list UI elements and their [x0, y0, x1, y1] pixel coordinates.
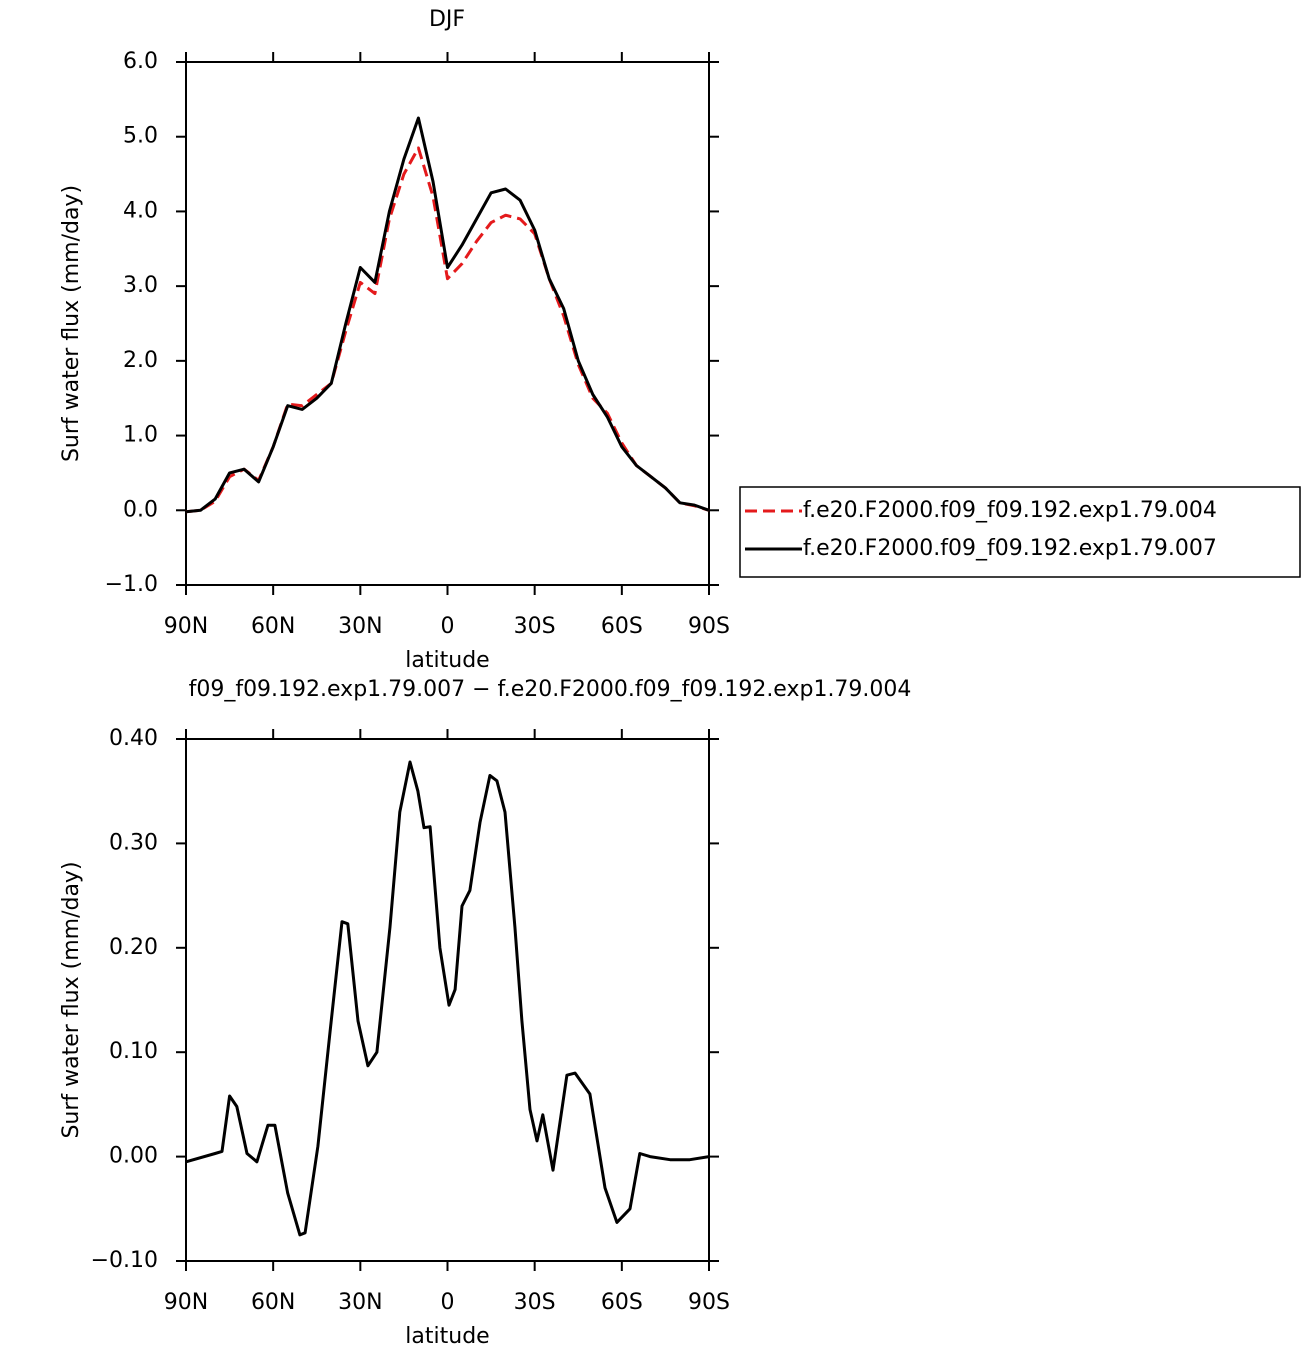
- x-tick-label: 30N: [338, 1290, 382, 1315]
- y-tick-label: 0.20: [109, 935, 158, 960]
- x-tick-label: 0: [441, 1290, 455, 1315]
- x-tick-label: 30N: [338, 614, 382, 639]
- y-tick-label: −0.10: [91, 1248, 158, 1273]
- data-line: [185, 116, 710, 514]
- y-tick-label: 6.0: [123, 49, 158, 74]
- y-axis-label: Surf water flux (mm/day): [59, 861, 84, 1138]
- y-tick-label: 0.00: [109, 1144, 158, 1169]
- x-tick-label: 90S: [688, 614, 730, 639]
- y-tick-label: 5.0: [123, 124, 158, 149]
- x-tick-label: 60S: [601, 614, 643, 639]
- x-axis-label: latitude: [405, 1324, 489, 1349]
- y-tick-label: 4.0: [123, 198, 158, 223]
- x-tick-label: 60N: [251, 1290, 295, 1315]
- y-tick-label: 1.0: [123, 423, 158, 448]
- x-tick-label: 60N: [251, 614, 295, 639]
- chart-title: f09_f09.192.exp1.79.007 − f.e20.F2000.f0…: [189, 677, 912, 702]
- y-axis-label: Surf water flux (mm/day): [59, 185, 84, 462]
- legend-label: f.e20.F2000.f09_f09.192.exp1.79.007: [803, 536, 1217, 561]
- y-tick-label: 2.0: [123, 348, 158, 373]
- y-tick-label: 0.10: [109, 1039, 158, 1064]
- plot-frame: [185, 61, 710, 586]
- y-tick-label: 0.0: [123, 497, 158, 522]
- x-tick-label: 0: [441, 614, 455, 639]
- y-tick-label: −1.0: [105, 572, 158, 597]
- y-tick-label: 0.40: [109, 726, 158, 751]
- x-tick-label: 30S: [514, 614, 556, 639]
- y-tick-label: 0.30: [109, 830, 158, 855]
- x-tick-label: 90S: [688, 1290, 730, 1315]
- x-axis-label: latitude: [405, 648, 489, 673]
- x-tick-label: 90N: [164, 1290, 208, 1315]
- data-line: [185, 760, 710, 1237]
- y-tick-label: 3.0: [123, 273, 158, 298]
- chart-title: DJF: [429, 7, 465, 32]
- legend-label: f.e20.F2000.f09_f09.192.exp1.79.004: [803, 498, 1217, 523]
- x-tick-label: 30S: [514, 1290, 556, 1315]
- x-tick-label: 60S: [601, 1290, 643, 1315]
- x-tick-label: 90N: [164, 614, 208, 639]
- legend-box: [739, 486, 1301, 578]
